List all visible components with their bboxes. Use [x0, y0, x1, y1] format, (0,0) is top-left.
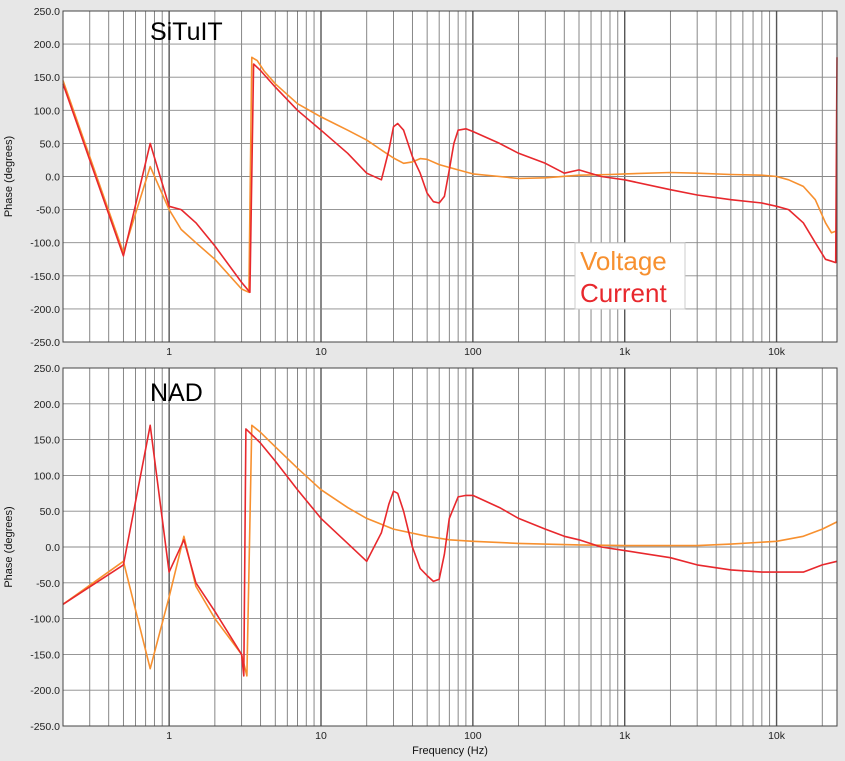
- y-tick-labels: 250.0 200.0 150.0 100.0 50.0 0.0 -50.0 -100.0 -1…: [30, 6, 60, 349]
- y-tick-label: 150.0: [34, 435, 60, 447]
- y-axis-label: Phase (degrees): [3, 506, 15, 587]
- chart-panel-nad: 250.0 200.0 150.0 100.0 50.0 0.0 -50.0 -100.0 -1…: [3, 363, 838, 757]
- x-tick-label: 10: [315, 730, 327, 742]
- y-tick-label: 0.0: [45, 542, 60, 554]
- y-tick-label: 100.0: [34, 470, 60, 482]
- y-axis-label: Phase (degrees): [3, 136, 15, 217]
- x-tick-labels: 1 10 100 1k 10k: [166, 730, 786, 742]
- x-tick-label: 100: [464, 346, 482, 358]
- x-tick-label: 10: [315, 346, 327, 358]
- x-tick-label: 10k: [768, 730, 786, 742]
- plot-border: [62, 367, 838, 727]
- series-lines: [62, 424, 838, 677]
- x-tick-labels: 1 10 100 1k 10k: [166, 346, 786, 358]
- y-tick-label: -100.0: [30, 238, 60, 250]
- y-tick-label: -250.0: [30, 721, 60, 733]
- x-tick-label: 1k: [619, 346, 631, 358]
- plot-border: [62, 10, 838, 343]
- chart-panel-situit: 250.0 200.0 150.0 100.0 50.0 0.0 -50.0 -100.0 -1…: [3, 6, 838, 358]
- y-tick-label: -50.0: [36, 578, 60, 590]
- y-tick-label: -200.0: [30, 304, 60, 316]
- x-tick-label: 1: [166, 730, 172, 742]
- y-tick-label: 250.0: [34, 363, 60, 375]
- legend: Voltage Current: [574, 242, 686, 310]
- y-tick-label: -100.0: [30, 614, 60, 626]
- series-lines: [62, 56, 838, 294]
- legend-box: [574, 242, 686, 310]
- y-tick-label: 0.0: [45, 172, 60, 184]
- x-tick-label: 1: [166, 346, 172, 358]
- y-tick-label: -50.0: [36, 205, 60, 217]
- y-tick-label: 200.0: [34, 399, 60, 411]
- y-tick-label: -250.0: [30, 337, 60, 349]
- series-line-voltage: [62, 56, 838, 294]
- grid: [63, 368, 837, 726]
- y-tick-label: 50.0: [40, 138, 61, 150]
- y-tick-label: 50.0: [40, 506, 61, 518]
- legend-entry-voltage: Voltage: [580, 246, 667, 276]
- y-tick-label: 100.0: [34, 105, 60, 117]
- y-tick-label: -200.0: [30, 685, 60, 697]
- x-axis-label: Frequency (Hz): [412, 745, 488, 757]
- y-tick-label: 200.0: [34, 39, 60, 51]
- y-tick-labels: 250.0 200.0 150.0 100.0 50.0 0.0 -50.0 -100.0 -1…: [30, 363, 60, 733]
- legend-entry-current: Current: [580, 278, 667, 308]
- y-tick-label: -150.0: [30, 271, 60, 283]
- x-tick-label: 10k: [768, 346, 786, 358]
- series-line-current: [62, 57, 838, 294]
- chart-title: NAD: [150, 379, 203, 407]
- x-tick-label: 1k: [619, 730, 631, 742]
- series-line-current: [62, 424, 838, 677]
- y-tick-label: 150.0: [34, 72, 60, 84]
- y-tick-label: 250.0: [34, 6, 60, 18]
- x-tick-label: 100: [464, 730, 482, 742]
- chart-title: SiTuIT: [150, 18, 223, 46]
- y-tick-label: -150.0: [30, 649, 60, 661]
